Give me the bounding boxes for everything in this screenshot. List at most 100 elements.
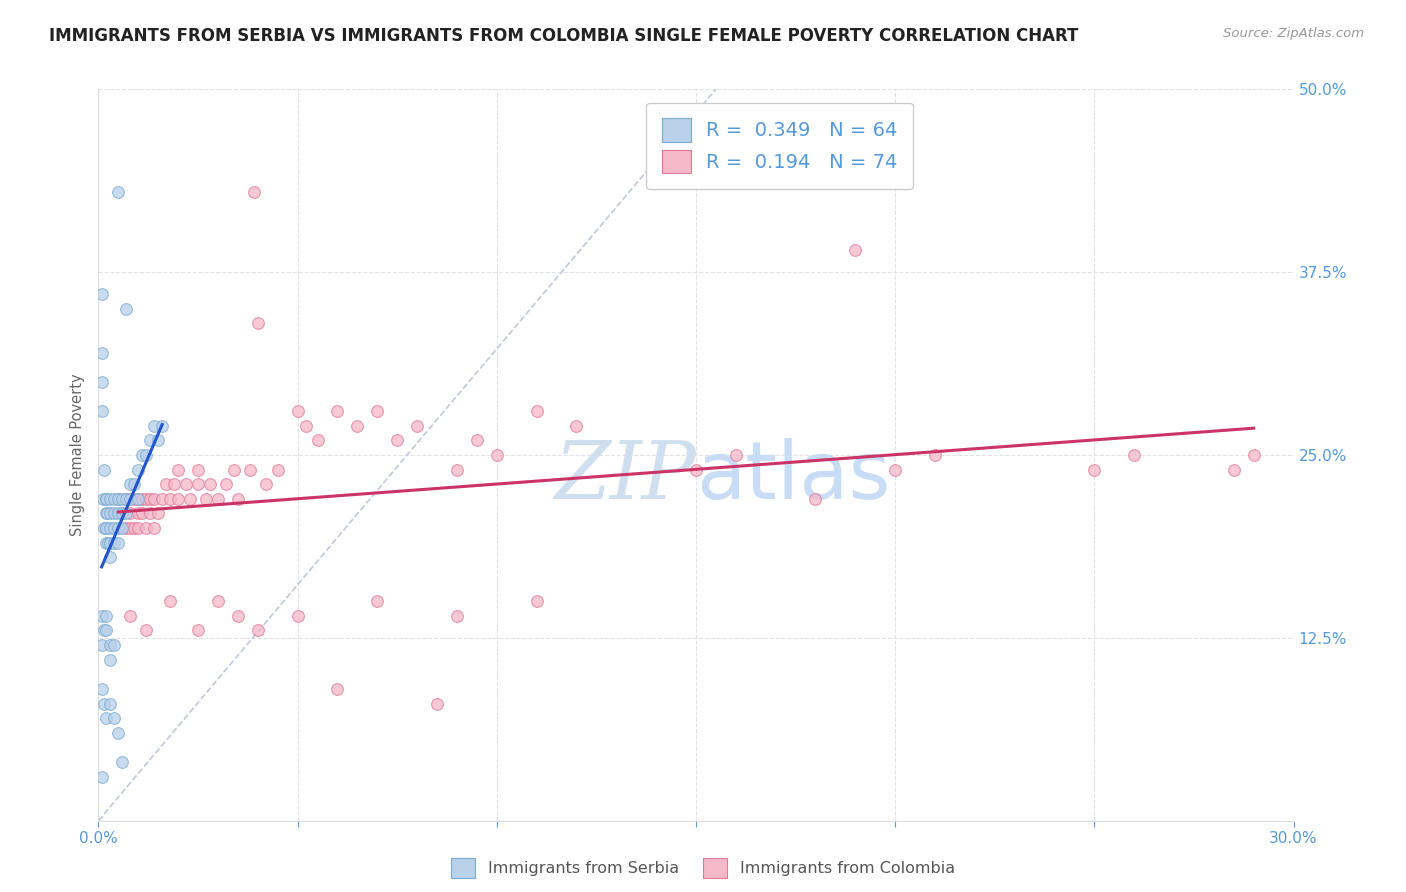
Point [844, 243, 866, 257]
Point [148, 434, 170, 448]
Point [103, 711, 125, 725]
Point [103, 521, 125, 535]
Point [167, 491, 190, 506]
Point [120, 491, 142, 506]
Point [267, 462, 290, 476]
Point [91, 404, 114, 418]
Point [131, 491, 153, 506]
Point [287, 608, 309, 623]
Y-axis label: Single Female Poverty: Single Female Poverty [69, 374, 84, 536]
Point [924, 448, 946, 462]
Point [724, 448, 747, 462]
Point [187, 477, 209, 491]
Point [526, 594, 548, 608]
Point [107, 491, 129, 506]
Point [94, 491, 117, 506]
Point [98, 638, 122, 652]
Point [107, 726, 129, 740]
Point [111, 507, 134, 521]
Point [207, 594, 229, 608]
Point [96, 507, 118, 521]
Point [111, 507, 134, 521]
Point [159, 491, 181, 506]
Point [179, 491, 201, 506]
Point [111, 521, 134, 535]
Text: IMMIGRANTS FROM SERBIA VS IMMIGRANTS FROM COLOMBIA SINGLE FEMALE POVERTY CORRELA: IMMIGRANTS FROM SERBIA VS IMMIGRANTS FRO… [49, 27, 1078, 45]
Point [187, 462, 209, 476]
Point [243, 185, 266, 199]
Point [148, 507, 170, 521]
Point [96, 608, 118, 623]
Point [446, 462, 468, 476]
Text: ZIP: ZIP [554, 438, 696, 516]
Point [98, 521, 122, 535]
Point [98, 653, 122, 667]
Point [150, 418, 173, 433]
Legend: Immigrants from Serbia, Immigrants from Colombia: Immigrants from Serbia, Immigrants from … [444, 852, 962, 884]
Point [222, 462, 245, 476]
Point [135, 448, 157, 462]
Point [91, 491, 114, 506]
Point [326, 681, 349, 696]
Point [127, 507, 149, 521]
Text: Source: ZipAtlas.com: Source: ZipAtlas.com [1223, 27, 1364, 40]
Point [127, 491, 149, 506]
Point [93, 462, 115, 476]
Point [139, 434, 162, 448]
Point [226, 491, 249, 506]
Point [135, 521, 157, 535]
Text: atlas: atlas [696, 438, 890, 516]
Point [103, 507, 125, 521]
Point [96, 491, 118, 506]
Point [124, 491, 146, 506]
Point [91, 770, 114, 784]
Point [565, 418, 588, 433]
Point [107, 521, 129, 535]
Point [465, 434, 488, 448]
Point [366, 594, 388, 608]
Point [159, 594, 181, 608]
Point [143, 418, 166, 433]
Point [96, 521, 118, 535]
Point [207, 491, 229, 506]
Point [96, 535, 118, 549]
Point [111, 755, 134, 769]
Point [143, 491, 166, 506]
Point [98, 507, 122, 521]
Point [198, 477, 221, 491]
Point [526, 404, 548, 418]
Point [107, 507, 129, 521]
Point [1123, 448, 1146, 462]
Point [96, 507, 118, 521]
Point [139, 491, 162, 506]
Point [124, 477, 146, 491]
Point [226, 608, 249, 623]
Point [246, 624, 269, 638]
Point [1243, 448, 1265, 462]
Point [91, 375, 114, 389]
Legend: R =  0.349   N = 64, R =  0.194   N = 74: R = 0.349 N = 64, R = 0.194 N = 74 [645, 103, 914, 189]
Point [107, 535, 129, 549]
Point [1083, 462, 1105, 476]
Point [307, 434, 329, 448]
Point [294, 418, 316, 433]
Point [135, 491, 157, 506]
Point [406, 418, 429, 433]
Point [115, 507, 138, 521]
Point [685, 462, 707, 476]
Point [115, 301, 138, 316]
Point [174, 477, 197, 491]
Point [111, 491, 134, 506]
Point [98, 697, 122, 711]
Point [120, 608, 142, 623]
Point [155, 477, 177, 491]
Point [187, 624, 209, 638]
Point [884, 462, 907, 476]
Point [98, 535, 122, 549]
Point [131, 448, 153, 462]
Point [167, 462, 190, 476]
Point [346, 418, 368, 433]
Point [97, 535, 120, 549]
Point [93, 521, 115, 535]
Point [163, 477, 186, 491]
